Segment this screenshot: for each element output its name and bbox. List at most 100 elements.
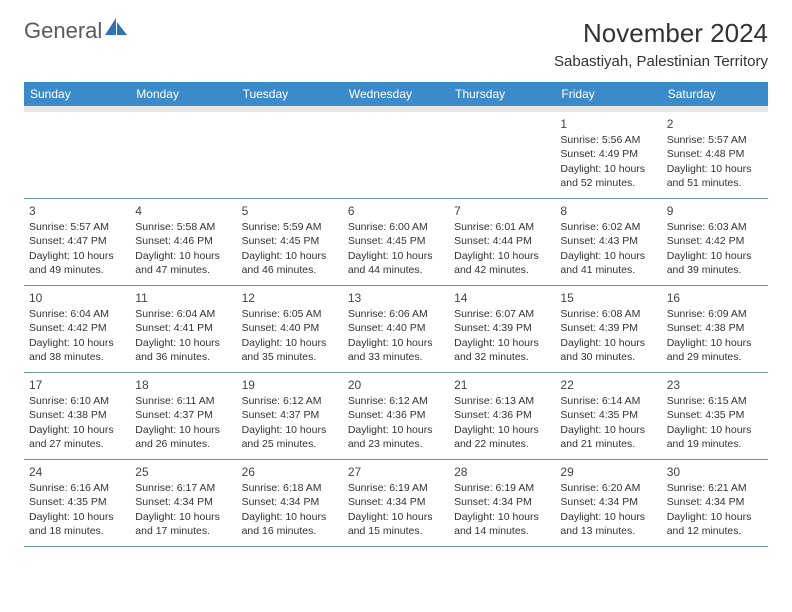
daylight-text: Daylight: 10 hours and 30 minutes.: [560, 336, 656, 364]
daylight-text: Daylight: 10 hours and 44 minutes.: [348, 249, 444, 277]
day-number: 23: [667, 377, 763, 393]
weekday-header-row: SundayMondayTuesdayWednesdayThursdayFrid…: [24, 82, 768, 106]
day-cell: 4Sunrise: 5:58 AMSunset: 4:46 PMDaylight…: [130, 199, 236, 285]
sunset-text: Sunset: 4:46 PM: [135, 234, 231, 248]
weekday-header: Friday: [555, 82, 661, 106]
daylight-text: Daylight: 10 hours and 18 minutes.: [29, 510, 125, 538]
day-number: 14: [454, 290, 550, 306]
sunset-text: Sunset: 4:36 PM: [348, 408, 444, 422]
daylight-text: Daylight: 10 hours and 47 minutes.: [135, 249, 231, 277]
sunset-text: Sunset: 4:45 PM: [348, 234, 444, 248]
day-number: 6: [348, 203, 444, 219]
day-cell: 12Sunrise: 6:05 AMSunset: 4:40 PMDayligh…: [237, 286, 343, 372]
week-row: 10Sunrise: 6:04 AMSunset: 4:42 PMDayligh…: [24, 286, 768, 373]
day-number: 22: [560, 377, 656, 393]
sunrise-text: Sunrise: 6:11 AM: [135, 394, 231, 408]
sunset-text: Sunset: 4:37 PM: [135, 408, 231, 422]
sunrise-text: Sunrise: 5:57 AM: [29, 220, 125, 234]
day-number: 5: [242, 203, 338, 219]
weekday-header: Tuesday: [237, 82, 343, 106]
sunrise-text: Sunrise: 6:06 AM: [348, 307, 444, 321]
day-number: 28: [454, 464, 550, 480]
week-row: 17Sunrise: 6:10 AMSunset: 4:38 PMDayligh…: [24, 373, 768, 460]
daylight-text: Daylight: 10 hours and 21 minutes.: [560, 423, 656, 451]
logo-text-general: General: [24, 18, 102, 43]
sunrise-text: Sunrise: 6:09 AM: [667, 307, 763, 321]
calendar-page: General Blue November 2024 Sabastiyah, P…: [0, 0, 792, 565]
logo-sail-icon: [105, 18, 127, 36]
day-cell: 7Sunrise: 6:01 AMSunset: 4:44 PMDaylight…: [449, 199, 555, 285]
day-cell: 3Sunrise: 5:57 AMSunset: 4:47 PMDaylight…: [24, 199, 130, 285]
sunset-text: Sunset: 4:40 PM: [242, 321, 338, 335]
day-cell: [343, 112, 449, 198]
sunset-text: Sunset: 4:40 PM: [348, 321, 444, 335]
sunrise-text: Sunrise: 6:13 AM: [454, 394, 550, 408]
weekday-header: Thursday: [449, 82, 555, 106]
header: General Blue November 2024 Sabastiyah, P…: [24, 18, 768, 70]
calendar-grid: SundayMondayTuesdayWednesdayThursdayFrid…: [24, 82, 768, 547]
day-number: 12: [242, 290, 338, 306]
day-number: 16: [667, 290, 763, 306]
day-number: 19: [242, 377, 338, 393]
day-cell: 18Sunrise: 6:11 AMSunset: 4:37 PMDayligh…: [130, 373, 236, 459]
sunset-text: Sunset: 4:49 PM: [560, 147, 656, 161]
day-cell: 26Sunrise: 6:18 AMSunset: 4:34 PMDayligh…: [237, 460, 343, 546]
daylight-text: Daylight: 10 hours and 51 minutes.: [667, 162, 763, 190]
week-row: 3Sunrise: 5:57 AMSunset: 4:47 PMDaylight…: [24, 199, 768, 286]
daylight-text: Daylight: 10 hours and 32 minutes.: [454, 336, 550, 364]
day-cell: 29Sunrise: 6:20 AMSunset: 4:34 PMDayligh…: [555, 460, 661, 546]
day-cell: 13Sunrise: 6:06 AMSunset: 4:40 PMDayligh…: [343, 286, 449, 372]
daylight-text: Daylight: 10 hours and 27 minutes.: [29, 423, 125, 451]
sunset-text: Sunset: 4:38 PM: [29, 408, 125, 422]
day-cell: 2Sunrise: 5:57 AMSunset: 4:48 PMDaylight…: [662, 112, 768, 198]
day-cell: 19Sunrise: 6:12 AMSunset: 4:37 PMDayligh…: [237, 373, 343, 459]
day-cell: 25Sunrise: 6:17 AMSunset: 4:34 PMDayligh…: [130, 460, 236, 546]
sunset-text: Sunset: 4:41 PM: [135, 321, 231, 335]
day-cell: 27Sunrise: 6:19 AMSunset: 4:34 PMDayligh…: [343, 460, 449, 546]
day-number: 17: [29, 377, 125, 393]
day-cell: 17Sunrise: 6:10 AMSunset: 4:38 PMDayligh…: [24, 373, 130, 459]
daylight-text: Daylight: 10 hours and 39 minutes.: [667, 249, 763, 277]
daylight-text: Daylight: 10 hours and 49 minutes.: [29, 249, 125, 277]
day-cell: [130, 112, 236, 198]
day-number: 2: [667, 116, 763, 132]
day-cell: 10Sunrise: 6:04 AMSunset: 4:42 PMDayligh…: [24, 286, 130, 372]
daylight-text: Daylight: 10 hours and 13 minutes.: [560, 510, 656, 538]
title-block: November 2024 Sabastiyah, Palestinian Te…: [554, 18, 768, 70]
daylight-text: Daylight: 10 hours and 36 minutes.: [135, 336, 231, 364]
logo: General Blue: [24, 18, 127, 70]
sunset-text: Sunset: 4:34 PM: [667, 495, 763, 509]
sunset-text: Sunset: 4:34 PM: [242, 495, 338, 509]
daylight-text: Daylight: 10 hours and 41 minutes.: [560, 249, 656, 277]
daylight-text: Daylight: 10 hours and 52 minutes.: [560, 162, 656, 190]
sunset-text: Sunset: 4:34 PM: [560, 495, 656, 509]
day-number: 3: [29, 203, 125, 219]
sunset-text: Sunset: 4:45 PM: [242, 234, 338, 248]
daylight-text: Daylight: 10 hours and 23 minutes.: [348, 423, 444, 451]
sunrise-text: Sunrise: 6:07 AM: [454, 307, 550, 321]
weekday-header: Monday: [130, 82, 236, 106]
sunrise-text: Sunrise: 6:03 AM: [667, 220, 763, 234]
daylight-text: Daylight: 10 hours and 15 minutes.: [348, 510, 444, 538]
sunrise-text: Sunrise: 6:04 AM: [135, 307, 231, 321]
daylight-text: Daylight: 10 hours and 12 minutes.: [667, 510, 763, 538]
day-number: 11: [135, 290, 231, 306]
sunrise-text: Sunrise: 5:56 AM: [560, 133, 656, 147]
sunset-text: Sunset: 4:48 PM: [667, 147, 763, 161]
day-cell: 22Sunrise: 6:14 AMSunset: 4:35 PMDayligh…: [555, 373, 661, 459]
weekday-header: Saturday: [662, 82, 768, 106]
daylight-text: Daylight: 10 hours and 42 minutes.: [454, 249, 550, 277]
sunset-text: Sunset: 4:42 PM: [667, 234, 763, 248]
sunset-text: Sunset: 4:42 PM: [29, 321, 125, 335]
sunrise-text: Sunrise: 6:18 AM: [242, 481, 338, 495]
daylight-text: Daylight: 10 hours and 33 minutes.: [348, 336, 444, 364]
daylight-text: Daylight: 10 hours and 26 minutes.: [135, 423, 231, 451]
day-cell: 15Sunrise: 6:08 AMSunset: 4:39 PMDayligh…: [555, 286, 661, 372]
day-number: 20: [348, 377, 444, 393]
sunrise-text: Sunrise: 6:02 AM: [560, 220, 656, 234]
sunrise-text: Sunrise: 6:20 AM: [560, 481, 656, 495]
day-number: 4: [135, 203, 231, 219]
day-number: 8: [560, 203, 656, 219]
sunset-text: Sunset: 4:39 PM: [454, 321, 550, 335]
day-number: 15: [560, 290, 656, 306]
